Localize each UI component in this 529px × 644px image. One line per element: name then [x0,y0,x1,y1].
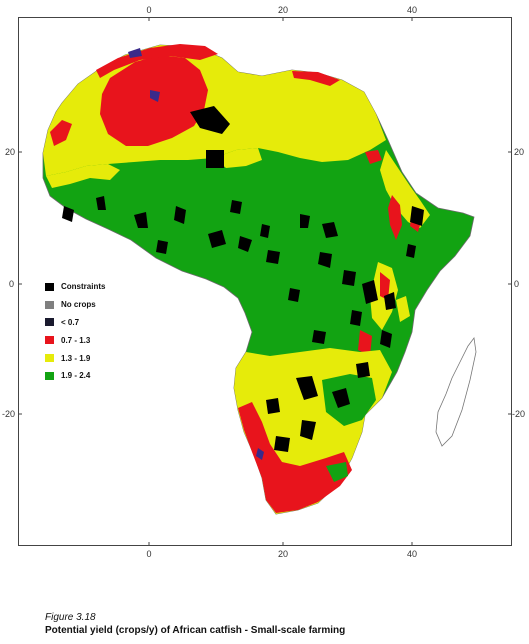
y-tick-left: 0 [9,279,14,289]
zone-yield-0-7-1-3-rift-2 [358,330,372,356]
zone-yield-1-3-1-9-sahel [46,164,120,188]
zone-yield-below-0-7-patches [128,48,264,460]
legend-label: Constraints [61,282,106,292]
zone-yield-0-7-1-3-rift [380,272,390,300]
figure-caption: Potential yield (crops/y) of African cat… [45,625,346,636]
legend-swatch [45,300,54,309]
zone-yield-1-3-1-9-rift-2 [396,296,410,322]
figure-number: Figure 3.18 [45,612,96,623]
x-tick-bottom: 20 [278,549,288,559]
legend-swatch [45,336,54,345]
x-tick-bottom: 0 [146,549,151,559]
legend-item-1-3-1-9: 1.3 - 1.9 [45,349,105,367]
zone-yield-0-7-1-3-westcoast [50,120,72,146]
zone-yield-1-9-2-4-lesotho [326,462,348,482]
y-tick-right: 20 [514,147,524,157]
legend-label: 1.3 - 1.9 [61,353,91,363]
legend-swatch [45,371,54,380]
zone-yield-0-7-1-3-coast [96,44,218,78]
zone-yield-1-3-1-9-sahel-2 [214,148,262,168]
y-tick-right: 0 [514,279,519,289]
legend: Constraints No crops < 0.7 0.7 - 1.3 1.3… [45,278,105,385]
zone-yield-0-7-1-3-horn [388,195,402,240]
constraint-patches [62,106,424,452]
legend-item-no-crops: No crops [45,296,105,314]
legend-item-1-9-2-4: 1.9 - 2.4 [45,367,105,385]
madagascar-outline [435,336,477,447]
y-tick-left: 20 [5,147,15,157]
legend-label: No crops [61,300,96,310]
zone-yield-0-7-1-3-southwest [238,402,352,513]
legend-swatch [45,282,54,291]
zone-yield-0-7-1-3-patch [365,150,382,164]
legend-item-below-0-7: < 0.7 [45,314,105,332]
x-tick-top: 0 [146,5,151,15]
legend-swatch [45,354,54,363]
x-tick-top: 40 [407,5,417,15]
y-tick-right: -20 [512,409,525,419]
legend-item-0-7-1-3: 0.7 - 1.3 [45,331,105,349]
legend-swatch [45,318,54,327]
x-tick-top: 20 [278,5,288,15]
x-tick-bottom: 40 [407,549,417,559]
zone-yield-0-7-1-3-sahara [100,55,208,146]
legend-item-constraints: Constraints [45,278,105,296]
legend-label: 0.7 - 1.3 [61,335,91,345]
y-tick-left: -20 [2,409,15,419]
legend-label: 1.9 - 2.4 [61,371,91,381]
zone-yield-0-7-1-3-egypt [292,71,340,86]
legend-label: < 0.7 [61,317,80,327]
